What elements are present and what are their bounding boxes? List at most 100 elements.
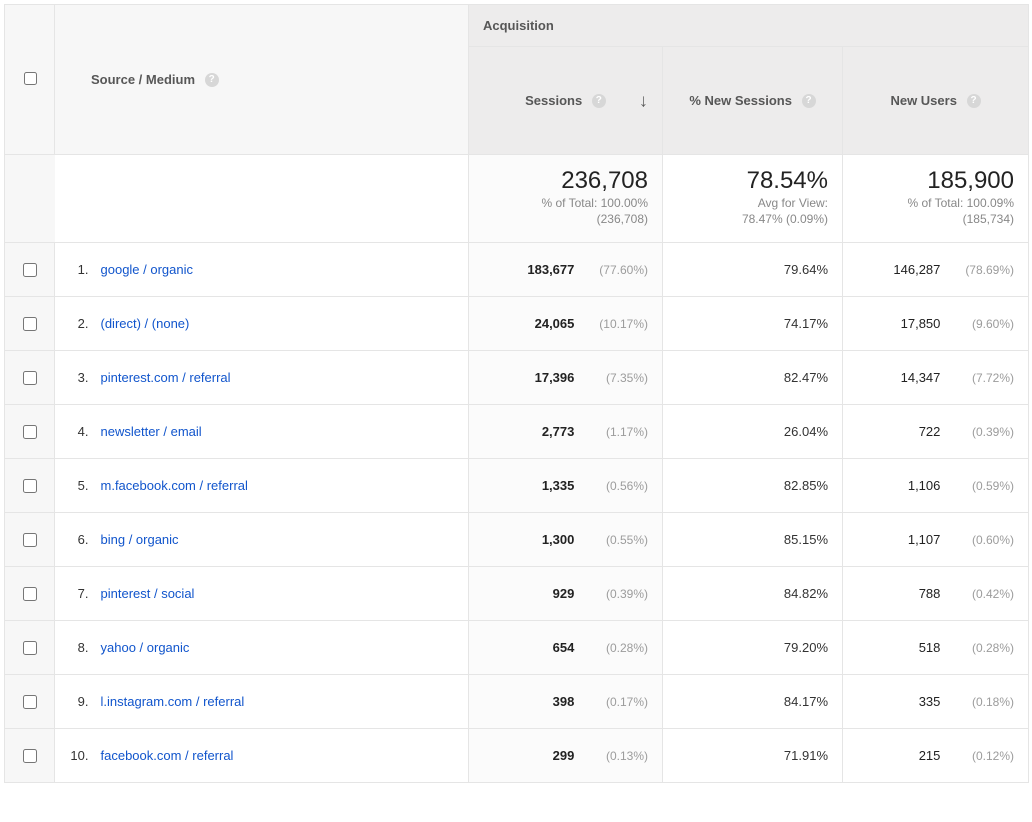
- row-checkbox-cell[interactable]: [5, 729, 55, 783]
- row-checkbox-cell[interactable]: [5, 567, 55, 621]
- summary-row: 236,708 % of Total: 100.00% (236,708) 78…: [5, 155, 1029, 243]
- row-pct-new: 26.04%: [663, 405, 843, 459]
- row-pct-new: 79.64%: [663, 243, 843, 297]
- table-row: 3. pinterest.com / referral 17,396 (7.35%)…: [5, 351, 1029, 405]
- dimension-label: Source / Medium: [91, 72, 195, 87]
- row-checkbox[interactable]: [23, 425, 37, 439]
- header-sessions[interactable]: Sessions ? ↓: [469, 47, 663, 155]
- row-checkbox[interactable]: [23, 317, 37, 331]
- row-rank: 10.: [55, 729, 97, 783]
- row-sessions: 1,335 (0.56%): [469, 459, 663, 513]
- header-new-users[interactable]: New Users ?: [843, 47, 1029, 155]
- source-medium-link[interactable]: (direct) / (none): [101, 316, 190, 331]
- row-new-users: 335 (0.18%): [843, 675, 1029, 729]
- row-new-users: 14,347 (7.72%): [843, 351, 1029, 405]
- row-pct-new: 79.20%: [663, 621, 843, 675]
- row-rank: 6.: [55, 513, 97, 567]
- table-row: 1. google / organic 183,677 (77.60%)79.64%…: [5, 243, 1029, 297]
- row-dimension: bing / organic: [97, 513, 469, 567]
- row-sessions: 183,677 (77.60%): [469, 243, 663, 297]
- row-checkbox-cell[interactable]: [5, 621, 55, 675]
- row-checkbox[interactable]: [23, 695, 37, 709]
- row-rank: 2.: [55, 297, 97, 351]
- row-dimension: pinterest / social: [97, 567, 469, 621]
- help-icon[interactable]: ?: [802, 94, 816, 108]
- row-rank: 4.: [55, 405, 97, 459]
- row-new-users: 17,850 (9.60%): [843, 297, 1029, 351]
- header-pct-new-sessions[interactable]: % New Sessions ?: [663, 47, 843, 155]
- header-dimension[interactable]: Source / Medium ?: [55, 5, 469, 155]
- table-row: 8. yahoo / organic 654 (0.28%)79.20%518 (0…: [5, 621, 1029, 675]
- row-rank: 1.: [55, 243, 97, 297]
- help-icon[interactable]: ?: [967, 94, 981, 108]
- table-row: 9. l.instagram.com / referral 398 (0.17%)8…: [5, 675, 1029, 729]
- row-new-users: 518 (0.28%): [843, 621, 1029, 675]
- row-pct-new: 82.85%: [663, 459, 843, 513]
- summary-pct-new: 78.54% Avg for View: 78.47% (0.09%): [663, 155, 843, 243]
- row-dimension: (direct) / (none): [97, 297, 469, 351]
- acquisition-table: Source / Medium ? Acquisition Sessions ?…: [4, 4, 1029, 783]
- row-rank: 8.: [55, 621, 97, 675]
- source-medium-link[interactable]: newsletter / email: [101, 424, 202, 439]
- row-pct-new: 84.17%: [663, 675, 843, 729]
- row-dimension: yahoo / organic: [97, 621, 469, 675]
- select-all-header[interactable]: [5, 5, 55, 155]
- row-new-users: 1,107 (0.60%): [843, 513, 1029, 567]
- help-icon[interactable]: ?: [592, 94, 606, 108]
- row-new-users: 215 (0.12%): [843, 729, 1029, 783]
- row-rank: 7.: [55, 567, 97, 621]
- help-icon[interactable]: ?: [205, 73, 219, 87]
- row-checkbox[interactable]: [23, 587, 37, 601]
- row-new-users: 722 (0.39%): [843, 405, 1029, 459]
- row-pct-new: 71.91%: [663, 729, 843, 783]
- source-medium-link[interactable]: google / organic: [101, 262, 194, 277]
- header-group-acquisition: Acquisition: [469, 5, 1029, 47]
- table-row: 6.bing / organic1,300 (0.55%)85.15%1,107…: [5, 513, 1029, 567]
- row-pct-new: 85.15%: [663, 513, 843, 567]
- row-new-users: 146,287 (78.69%): [843, 243, 1029, 297]
- row-checkbox-cell[interactable]: [5, 405, 55, 459]
- row-checkbox-cell[interactable]: [5, 513, 55, 567]
- row-checkbox-cell[interactable]: [5, 297, 55, 351]
- row-sessions: 654 (0.28%): [469, 621, 663, 675]
- row-sessions: 299 (0.13%): [469, 729, 663, 783]
- row-dimension: m.facebook.com / referral: [97, 459, 469, 513]
- row-sessions: 17,396 (7.35%): [469, 351, 663, 405]
- row-checkbox[interactable]: [23, 533, 37, 547]
- summary-new-users: 185,900 % of Total: 100.09% (185,734): [843, 155, 1029, 243]
- row-checkbox-cell[interactable]: [5, 351, 55, 405]
- source-medium-link[interactable]: yahoo / organic: [101, 640, 190, 655]
- source-medium-link[interactable]: pinterest / social: [101, 586, 195, 601]
- row-rank: 3.: [55, 351, 97, 405]
- sort-desc-icon: ↓: [639, 90, 648, 111]
- row-new-users: 1,106 (0.59%): [843, 459, 1029, 513]
- row-rank: 5.: [55, 459, 97, 513]
- row-pct-new: 82.47%: [663, 351, 843, 405]
- table-row: 7.pinterest / social929 (0.39%)84.82%788…: [5, 567, 1029, 621]
- select-all-checkbox[interactable]: [24, 72, 37, 85]
- summary-sessions: 236,708 % of Total: 100.00% (236,708): [469, 155, 663, 243]
- row-checkbox-cell[interactable]: [5, 243, 55, 297]
- row-checkbox[interactable]: [23, 641, 37, 655]
- row-checkbox[interactable]: [23, 263, 37, 277]
- row-dimension: l.instagram.com / referral: [97, 675, 469, 729]
- source-medium-link[interactable]: facebook.com / referral: [101, 748, 234, 763]
- table-row: 2. (direct) / (none) 24,065 (10.17%)74.17%…: [5, 297, 1029, 351]
- row-sessions: 398 (0.17%): [469, 675, 663, 729]
- row-sessions: 24,065 (10.17%): [469, 297, 663, 351]
- row-checkbox[interactable]: [23, 371, 37, 385]
- source-medium-link[interactable]: pinterest.com / referral: [101, 370, 231, 385]
- source-medium-link[interactable]: l.instagram.com / referral: [101, 694, 245, 709]
- row-checkbox[interactable]: [23, 749, 37, 763]
- row-checkbox[interactable]: [23, 479, 37, 493]
- row-dimension: google / organic: [97, 243, 469, 297]
- source-medium-link[interactable]: bing / organic: [101, 532, 179, 547]
- table-row: 5. m.facebook.com / referral 1,335 (0.56%)…: [5, 459, 1029, 513]
- row-checkbox-cell[interactable]: [5, 675, 55, 729]
- row-sessions: 929 (0.39%): [469, 567, 663, 621]
- source-medium-link[interactable]: m.facebook.com / referral: [101, 478, 248, 493]
- row-pct-new: 74.17%: [663, 297, 843, 351]
- row-dimension: facebook.com / referral: [97, 729, 469, 783]
- row-checkbox-cell[interactable]: [5, 459, 55, 513]
- row-rank: 9.: [55, 675, 97, 729]
